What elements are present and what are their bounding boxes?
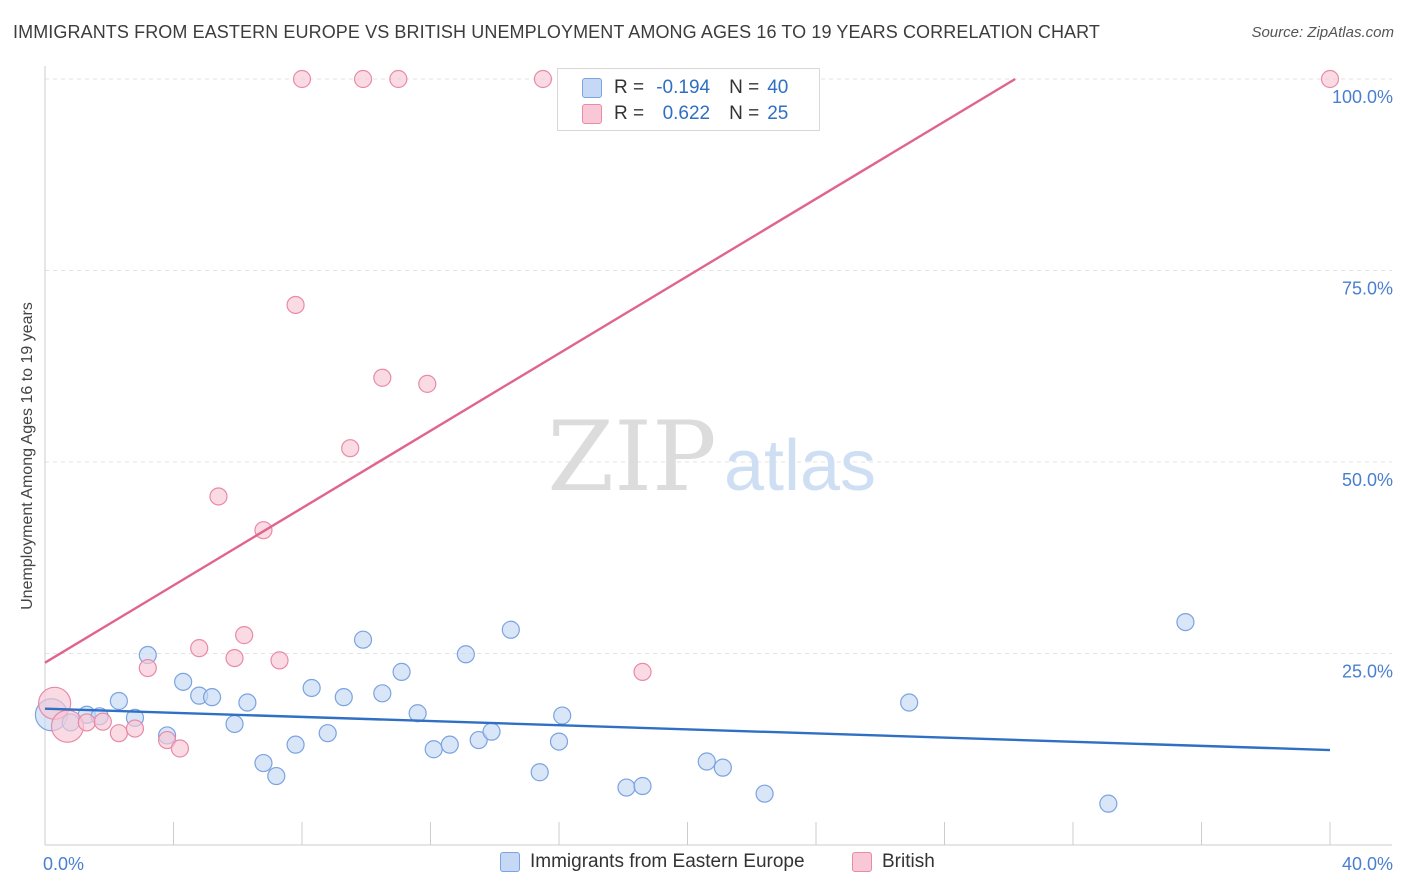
point-british: [157, 730, 177, 750]
gridlines: [45, 78, 1392, 654]
point-immigrants: [713, 758, 732, 777]
trend-line-immigrants: [44, 707, 1331, 752]
point-immigrants: [456, 645, 475, 664]
watermark-atlas: atlas: [724, 426, 876, 506]
point-immigrants: [254, 753, 273, 773]
point-british: [341, 439, 360, 458]
watermark: ZIP atlas: [547, 401, 876, 513]
point-immigrants: [174, 672, 193, 691]
chart-title: IMMIGRANTS FROM EASTERN EUROPE VS BRITIS…: [13, 22, 1101, 42]
trend-line-british: [44, 77, 1016, 664]
point-immigrants: [755, 784, 774, 803]
n-value-british: 25: [767, 103, 789, 124]
point-british: [353, 69, 373, 89]
point-immigrants: [267, 766, 286, 786]
point-immigrants: [633, 776, 652, 796]
point-immigrants: [549, 732, 569, 751]
pink-square-icon: [852, 852, 872, 872]
legend-label-british: British: [882, 851, 935, 872]
point-immigrants: [900, 693, 919, 712]
pink-swatch-icon: [582, 104, 602, 124]
point-immigrants: [238, 693, 257, 712]
r-label: R =: [614, 77, 645, 98]
r-value-immigrants: -0.194: [656, 77, 711, 98]
point-immigrants: [501, 620, 520, 639]
tick-labels: 25.0% 50.0% 75.0% 100.0% 0.0% 40.0%: [43, 87, 1393, 874]
correlation-legend: R = -0.194 N = 40 R = 0.622 N = 25: [557, 68, 820, 131]
point-british: [109, 724, 128, 743]
point-immigrants: [1099, 794, 1118, 813]
legend-label-immigrants: Immigrants from Eastern Europe: [530, 851, 805, 872]
y-tick-label: 75.0%: [1342, 279, 1393, 299]
legend-row-immigrants: R = -0.194 N = 40: [582, 77, 788, 99]
point-british: [270, 651, 289, 670]
n-label: N =: [729, 103, 760, 124]
point-immigrants: [334, 688, 353, 707]
point-immigrants: [469, 730, 488, 750]
point-immigrants: [392, 662, 411, 681]
point-british: [225, 648, 244, 668]
point-immigrants: [697, 752, 716, 771]
point-immigrants: [440, 735, 459, 754]
trend-lines: [44, 77, 1331, 752]
point-british: [1320, 69, 1340, 89]
point-british: [286, 295, 305, 315]
point-british: [93, 712, 112, 731]
n-label: N =: [729, 77, 760, 98]
point-immigrants: [530, 763, 549, 782]
y-tick-label: 50.0%: [1342, 470, 1393, 490]
point-immigrants: [202, 688, 222, 707]
point-immigrants: [109, 691, 128, 711]
x-tick-label: 40.0%: [1342, 854, 1393, 874]
point-immigrants: [373, 684, 392, 703]
legend-item-immigrants[interactable]: Immigrants from Eastern Europe: [500, 851, 805, 873]
point-british: [138, 658, 157, 678]
point-british: [533, 69, 553, 89]
point-immigrants: [553, 706, 572, 725]
watermark-zip: ZIP: [547, 401, 716, 513]
y-tick-label: 100.0%: [1332, 87, 1393, 107]
point-immigrants: [286, 735, 305, 754]
blue-swatch-icon: [582, 78, 602, 98]
point-immigrants: [225, 714, 244, 734]
r-value-british: 0.622: [662, 103, 711, 124]
point-british: [633, 662, 652, 681]
blue-square-icon: [500, 852, 520, 872]
point-british: [389, 69, 408, 89]
r-label: R =: [614, 103, 645, 124]
point-immigrants: [617, 778, 636, 797]
data-points: [34, 69, 1340, 813]
point-british: [292, 69, 312, 89]
point-british: [235, 626, 254, 645]
point-british: [209, 487, 228, 506]
point-immigrants: [1176, 612, 1195, 632]
source-credit: Source: ZipAtlas.com: [1251, 24, 1394, 41]
point-immigrants: [318, 724, 337, 743]
x-tick-label: 0.0%: [43, 854, 84, 874]
point-immigrants: [424, 740, 443, 759]
y-tick-label: 25.0%: [1342, 662, 1393, 682]
n-value-immigrants: 40: [767, 77, 789, 98]
legend-row-british: R = 0.622 N = 25: [582, 103, 788, 125]
point-immigrants: [482, 722, 501, 741]
point-british: [373, 368, 392, 387]
point-immigrants: [408, 704, 427, 723]
point-british: [125, 719, 145, 738]
axes: [44, 66, 1392, 846]
point-british: [77, 713, 96, 732]
point-immigrants: [353, 630, 373, 649]
series-legend: Immigrants from Eastern Europe British: [0, 851, 1406, 879]
point-british: [418, 374, 437, 393]
legend-item-british[interactable]: British: [852, 851, 935, 873]
point-british: [170, 739, 190, 758]
point-immigrants: [302, 678, 321, 698]
point-british: [190, 639, 209, 658]
